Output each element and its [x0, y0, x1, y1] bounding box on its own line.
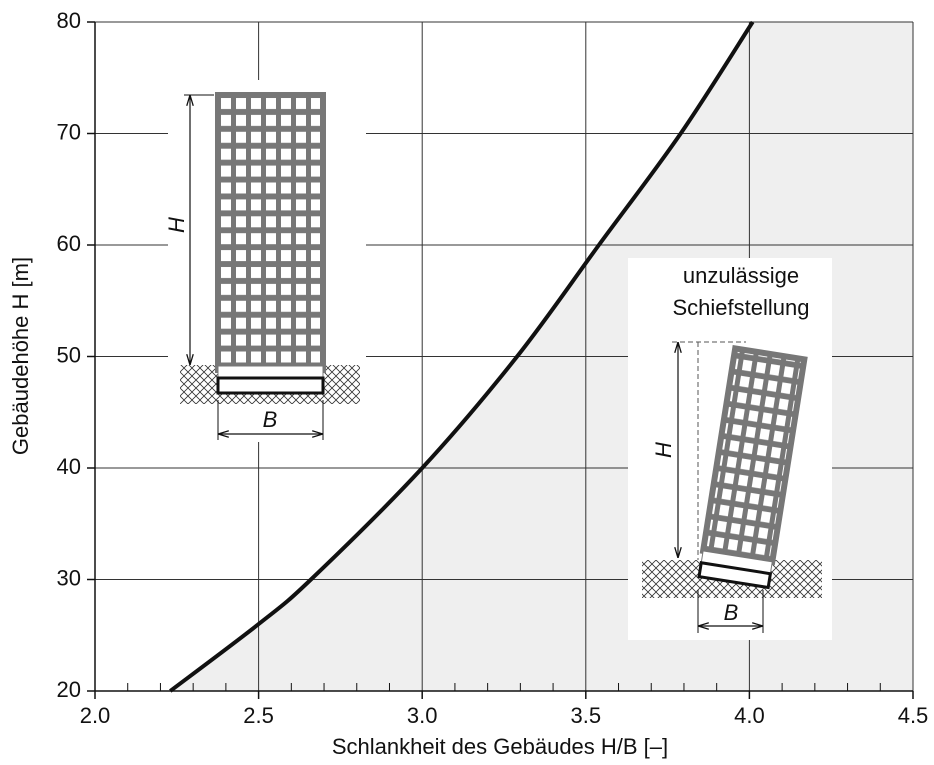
x-tick-label: 2.5 [243, 703, 274, 728]
x-tick-label: 3.5 [571, 703, 602, 728]
dimension-label: H [651, 442, 676, 458]
plot-front: 20 30 40 50 60 70 80 2.0 2.5 3.0 3.5 4.0 4.5 [57, 8, 929, 728]
annotation: Schiefstellung [673, 295, 810, 320]
x-tick-label: 4.5 [898, 703, 929, 728]
y-tick-label: 50 [57, 342, 81, 367]
y-tick-label: 20 [57, 677, 81, 702]
building-upright: H B [164, 80, 366, 442]
x-tick-label: 2.0 [80, 703, 111, 728]
y-tick-label: 70 [57, 119, 81, 144]
y-tick-label: 30 [57, 565, 81, 590]
y-tick-label: 80 [57, 8, 81, 33]
limit-curve [169, 20, 755, 693]
x-tick-label: 3.0 [407, 703, 438, 728]
annotation: unzulässige [683, 263, 799, 288]
y-tick-label: 60 [57, 231, 81, 256]
x-tick-label: 4.0 [734, 703, 765, 728]
dimension-label: B [724, 600, 739, 625]
building-tilted: H B unzulässige Schiefstellung [628, 258, 832, 640]
y-tick-label: 40 [57, 454, 81, 479]
dimension-label: H [164, 217, 189, 233]
x-axis-label: Schlankheit des Gebäudes H/B [–] [332, 734, 668, 759]
y-axis-label: Gebäudehöhe H [m] [8, 257, 33, 455]
dimension-label: B [263, 407, 278, 432]
